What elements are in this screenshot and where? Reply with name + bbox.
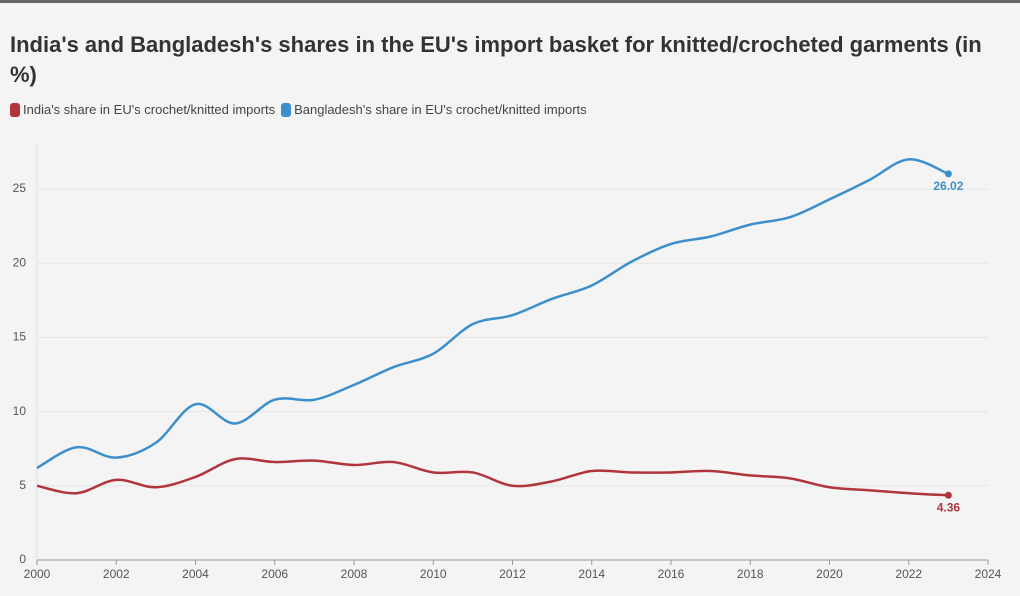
y-tick-label: 5 bbox=[19, 478, 26, 492]
end-point bbox=[944, 491, 952, 499]
x-tick-label: 2004 bbox=[182, 567, 209, 581]
x-tick-label: 2020 bbox=[816, 567, 843, 581]
legend-swatch bbox=[10, 102, 20, 117]
x-tick-label: 2008 bbox=[341, 567, 368, 581]
x-tick-label: 2010 bbox=[420, 567, 447, 581]
value-label: 4.36 bbox=[937, 500, 961, 514]
legend-item[interactable]: India's share in EU's crochet/knitted im… bbox=[10, 102, 275, 117]
legend-swatch bbox=[281, 102, 292, 117]
legend-label: India's share in EU's crochet/knitted im… bbox=[23, 102, 276, 117]
legend-item[interactable]: Bangladesh's share in EU's crochet/knitt… bbox=[281, 102, 587, 117]
x-tick-label: 2012 bbox=[499, 567, 526, 581]
x-tick-label: 2016 bbox=[658, 567, 685, 581]
x-tick-label: 2022 bbox=[895, 567, 922, 581]
y-tick-label: 0 bbox=[19, 552, 26, 566]
x-tick-label: 2006 bbox=[261, 567, 288, 581]
x-tick-label: 2014 bbox=[578, 567, 605, 581]
series-line bbox=[36, 158, 949, 470]
value-label: 26.02 bbox=[933, 179, 963, 193]
chart-title: India's and Bangladesh's shares in the E… bbox=[10, 32, 982, 87]
legend-label: Bangladesh's share in EU's crochet/knitt… bbox=[294, 102, 587, 117]
x-tick-label: 2024 bbox=[975, 567, 1002, 581]
x-tick-label: 2002 bbox=[103, 567, 130, 581]
y-tick-label: 25 bbox=[13, 181, 27, 195]
x-tick-label: 2018 bbox=[737, 567, 764, 581]
x-tick-label: 2000 bbox=[24, 567, 51, 581]
y-tick-label: 20 bbox=[13, 255, 27, 269]
end-point bbox=[944, 170, 952, 178]
series-line bbox=[36, 457, 949, 497]
y-tick-label: 15 bbox=[13, 330, 27, 344]
top-bar bbox=[0, 0, 1020, 3]
legend: India's share in EU's crochet/knitted im… bbox=[10, 102, 587, 117]
y-tick-label: 10 bbox=[13, 404, 27, 418]
